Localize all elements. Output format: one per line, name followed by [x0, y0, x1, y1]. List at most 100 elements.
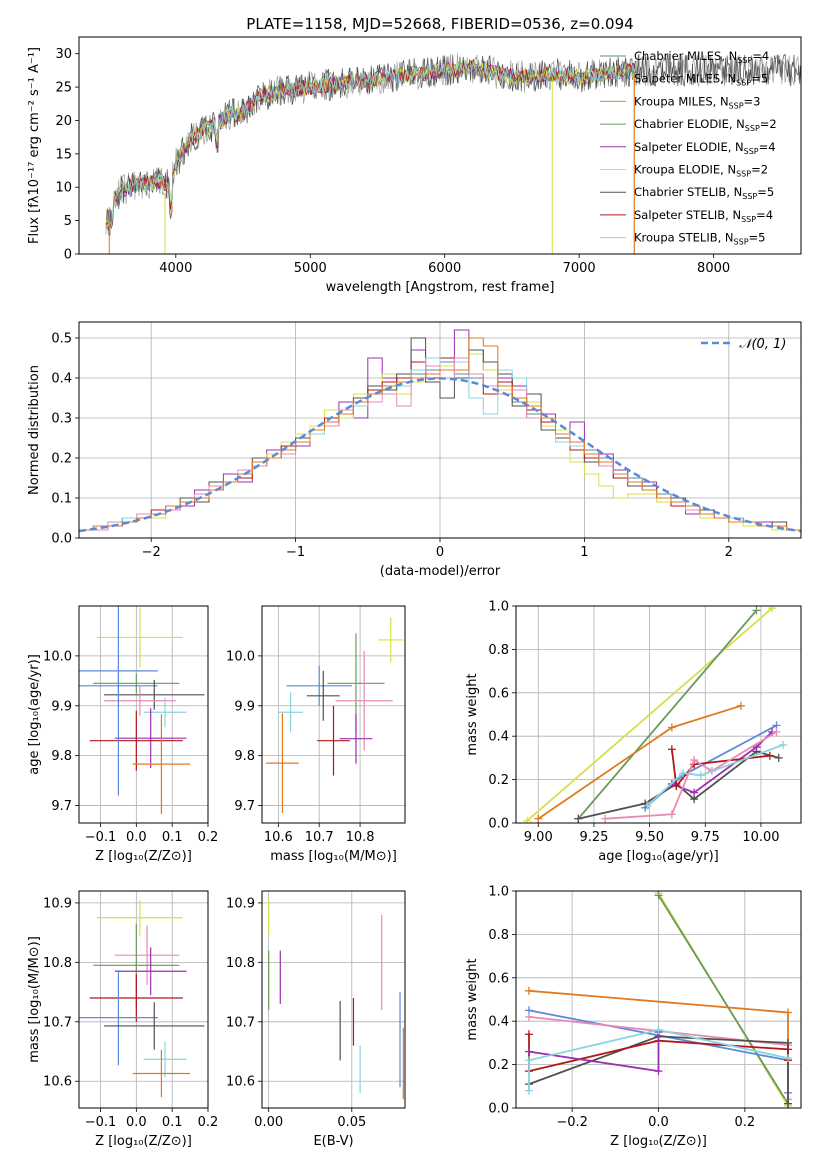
y-tick-label: 0.0	[488, 1102, 509, 1117]
y-tick-label: 0.2	[488, 1058, 509, 1073]
weight-marker	[678, 769, 687, 778]
spectrum-lines	[105, 52, 801, 254]
weight-line	[528, 1032, 660, 1073]
y-tick-label: 0.0	[488, 817, 509, 832]
x-tick-label: 4000	[159, 261, 192, 276]
y-axis-label: Normed distribution	[27, 365, 42, 495]
y-tick-label: 10.6	[226, 1075, 255, 1090]
y-tick-label: 0.2	[51, 452, 72, 467]
plot-frame	[78, 890, 209, 1109]
x-tick-label: 0.0	[126, 830, 147, 845]
y-tick-label: 9.8	[51, 749, 72, 764]
weight-marker	[667, 745, 676, 754]
x-tick-label: 9.75	[691, 830, 720, 845]
y-tick-label: 9.8	[234, 749, 255, 764]
histogram-orange	[79, 337, 801, 538]
legend-label: Chabrier STELIB, NSSP=5	[634, 185, 774, 201]
y-tick-label: 15	[55, 147, 72, 162]
weight-marker	[667, 810, 676, 819]
y-tick-label: 9.7	[51, 799, 72, 814]
histograms	[79, 329, 801, 538]
weight-marker	[752, 606, 761, 615]
y-tick-label: 10.0	[226, 649, 255, 664]
legend-suffix: =4	[756, 208, 773, 222]
legend-sub: SSP	[737, 56, 752, 65]
legend-suffix: =4	[752, 49, 769, 63]
y-tick-label: 0.4	[488, 730, 509, 745]
y-axis-label: mass [log₁₀(M/M⊙)]	[27, 936, 42, 1063]
x-tick-label: 7000	[563, 261, 596, 276]
weight-marker	[574, 814, 583, 823]
weight-marker	[784, 1099, 793, 1108]
ebv-mass-axes: 0.00 0.05 10.6 10.7 10.8 10.9 E(B-V)	[226, 891, 405, 1149]
gaussian-curve	[79, 377, 801, 533]
legend-name: Salpeter MILES, N	[634, 72, 736, 86]
y-tick-label: 0.6	[488, 971, 509, 986]
y-tick-label: 10.7	[43, 1015, 72, 1030]
weight-marker	[654, 891, 663, 900]
x-tick-label: 9.00	[524, 830, 553, 845]
y-tick-label: 0.2	[488, 773, 509, 788]
legend-name: Chabrier MILES, N	[634, 49, 737, 63]
weight-marker	[601, 814, 610, 823]
mass-age-points	[266, 617, 403, 814]
weight-marker	[736, 701, 745, 710]
legend-sub: SSP	[742, 192, 757, 201]
Z-age-points	[79, 606, 205, 815]
legend-name: Salpeter STELIB, N	[634, 208, 741, 222]
y-tick-label: 10.9	[43, 896, 72, 911]
weight-marker	[524, 1056, 533, 1065]
y-tick-label: 10.7	[226, 1015, 255, 1030]
ebv-mass-points	[268, 899, 404, 1100]
residuals-axes: −2 −1 0 1 2 0.0 0.1 0.2 0.3 0.4 0.5 (data-model)/er…	[27, 322, 801, 579]
plot-frame	[78, 605, 209, 824]
x-axis-label: (data-model)/error	[380, 564, 501, 579]
legend-suffix: =5	[749, 231, 766, 245]
x-tick-label: 0.2	[198, 830, 219, 845]
spectrum-line	[105, 60, 636, 231]
Z-weight-lines	[524, 891, 793, 1108]
x-tick-label: 0.05	[337, 1115, 366, 1130]
x-tick-label: −1	[286, 545, 305, 560]
x-axis-label: Z [log₁₀(Z/Z⊙)]	[95, 849, 192, 864]
y-tick-label: 0.8	[488, 643, 509, 658]
x-tick-label: 0.0	[648, 1115, 669, 1130]
x-tick-label: 10.6	[264, 830, 293, 845]
legend-suffix: =5	[757, 185, 774, 199]
legend-label: Salpeter ELODIE, NSSP=4	[634, 140, 776, 156]
legend-suffix: =2	[760, 117, 777, 131]
y-axis-label: age [log₁₀(age/yr)]	[27, 654, 42, 775]
legend-label: Salpeter STELIB, NSSP=4	[634, 208, 773, 224]
plot-frame	[78, 36, 802, 255]
x-axis-label: Z [log₁₀(Z/Z⊙)]	[95, 1134, 192, 1149]
x-tick-label: 0.1	[162, 1115, 183, 1130]
y-tick-label: 10.6	[43, 1075, 72, 1090]
x-tick-label: 0.0	[126, 1115, 147, 1130]
x-axis-label: age [log₁₀(age/yr)]	[598, 849, 719, 864]
weight-line	[605, 731, 777, 820]
legend-sub: SSP	[745, 124, 760, 133]
y-axis-label: mass weight	[465, 673, 480, 755]
weight-line	[646, 744, 784, 807]
weight-marker	[784, 1008, 793, 1017]
x-tick-label: 0.2	[198, 1115, 219, 1130]
weight-line	[528, 1035, 789, 1104]
y-tick-label: 10.8	[226, 956, 255, 971]
Z-weight-axes: −0.2 0.0 0.2 0.0 0.2 0.4 0.6 0.8 1.0 Z [log₁₀(Z/Z…	[465, 885, 801, 1149]
weight-marker	[774, 753, 783, 762]
y-tick-label: 20	[55, 114, 72, 129]
y-tick-label: 0	[64, 248, 72, 263]
weight-marker	[654, 1067, 663, 1076]
x-tick-label: 5000	[294, 261, 327, 276]
legend-sub: SSP	[744, 147, 759, 156]
y-tick-label: 25	[55, 81, 72, 96]
x-tick-label: 10.8	[346, 830, 375, 845]
y-tick-label: 10.0	[43, 649, 72, 664]
weight-marker	[523, 816, 532, 823]
weight-marker	[690, 756, 699, 765]
y-tick-label: 0.4	[488, 1015, 509, 1030]
y-tick-label: 9.9	[51, 699, 72, 714]
x-tick-label: 0	[436, 545, 444, 560]
plot-frame	[78, 321, 802, 539]
